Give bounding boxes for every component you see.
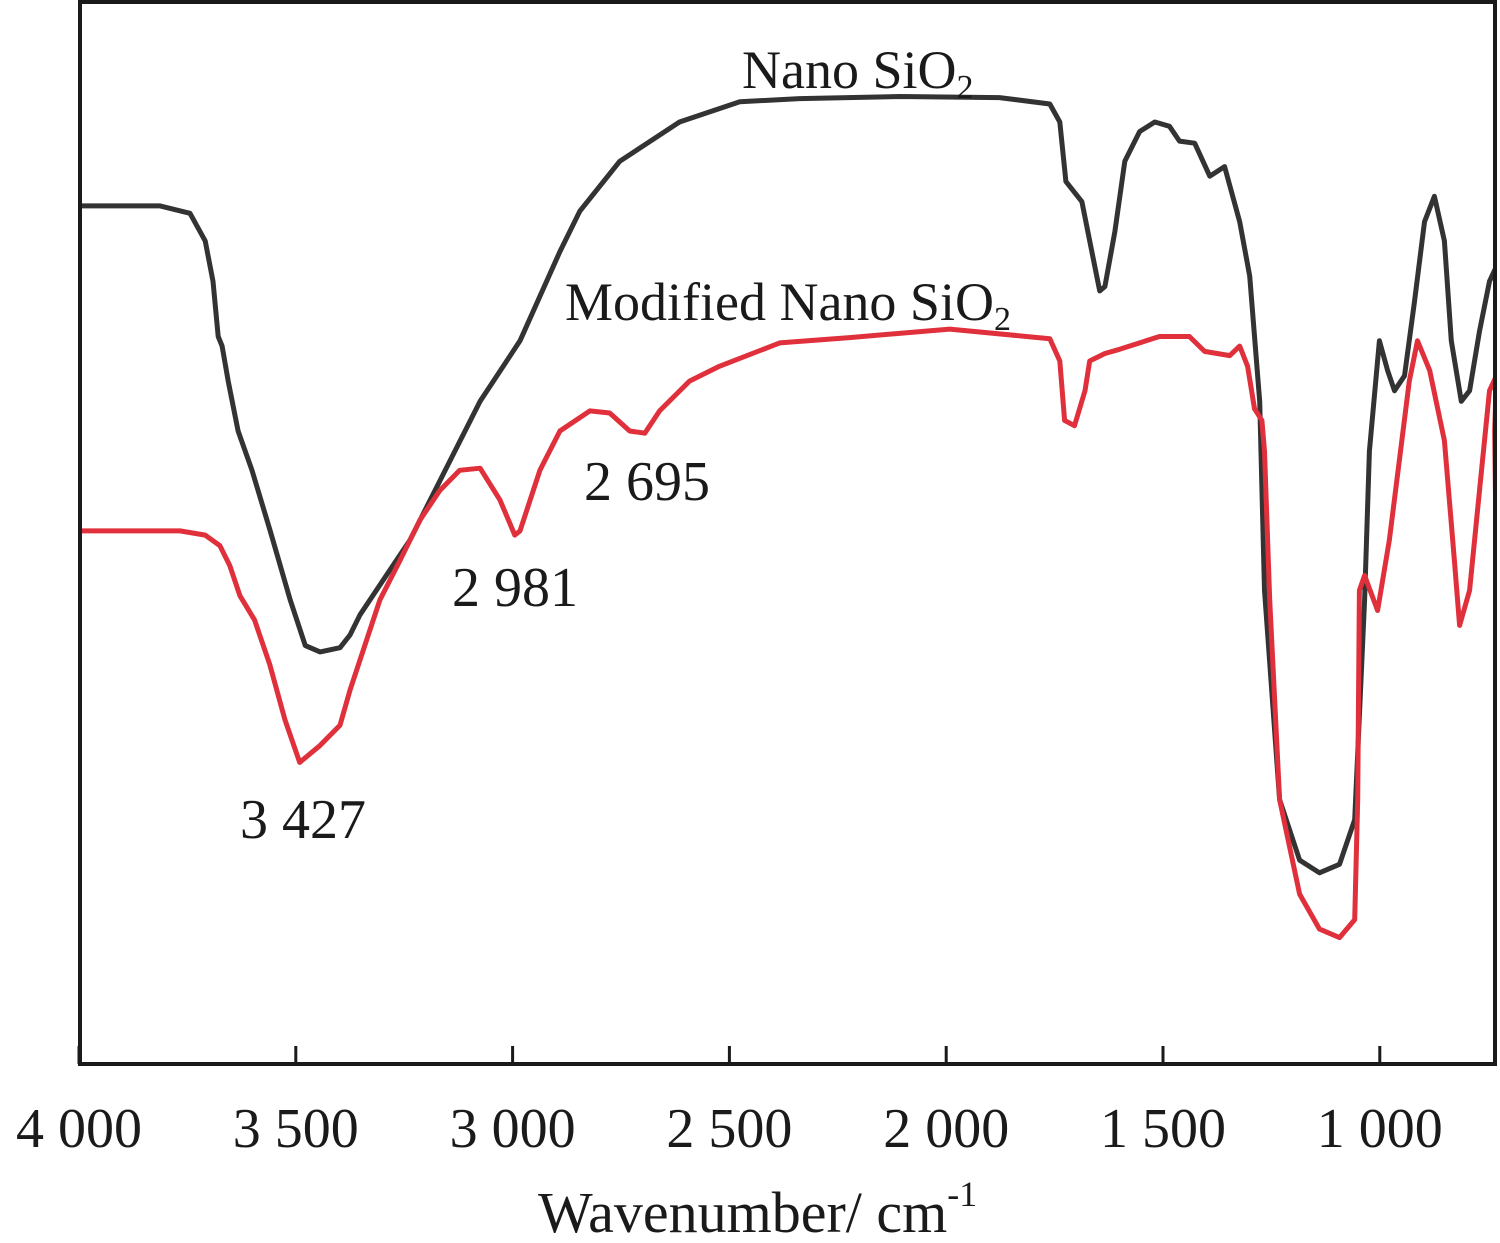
plot-frame (78, 0, 1497, 1066)
x-tick-label: 4 000 (16, 1098, 142, 1160)
x-tick-label: 2 000 (883, 1098, 1009, 1160)
x-axis-title: Wavenumber/ cm-1 (538, 1174, 977, 1243)
series-line-modified-nano-sio2 (80, 326, 1495, 941)
series-layer (80, 94, 1495, 941)
x-tick-label: 3 000 (450, 1098, 576, 1160)
series-label-modified-nano-sio2: Modified Nano SiO2 (565, 272, 1011, 338)
series-label-nano-sio2: Nano SiO2 (742, 40, 974, 106)
x-tick-label: 1 000 (1317, 1098, 1443, 1160)
x-tick-label: 1 500 (1100, 1098, 1226, 1160)
x-ticks: 4 000 3 500 3 000 2 500 2 000 1 500 1 000 (16, 1046, 1443, 1160)
peak-label-2981: 2 981 (452, 557, 578, 619)
x-tick-label: 2 500 (666, 1098, 792, 1160)
series-line-nano-sio2 (80, 94, 1495, 876)
peak-label-2695: 2 695 (584, 451, 710, 513)
peak-label-3427: 3 427 (240, 789, 366, 851)
x-tick-label: 3 500 (233, 1098, 359, 1160)
